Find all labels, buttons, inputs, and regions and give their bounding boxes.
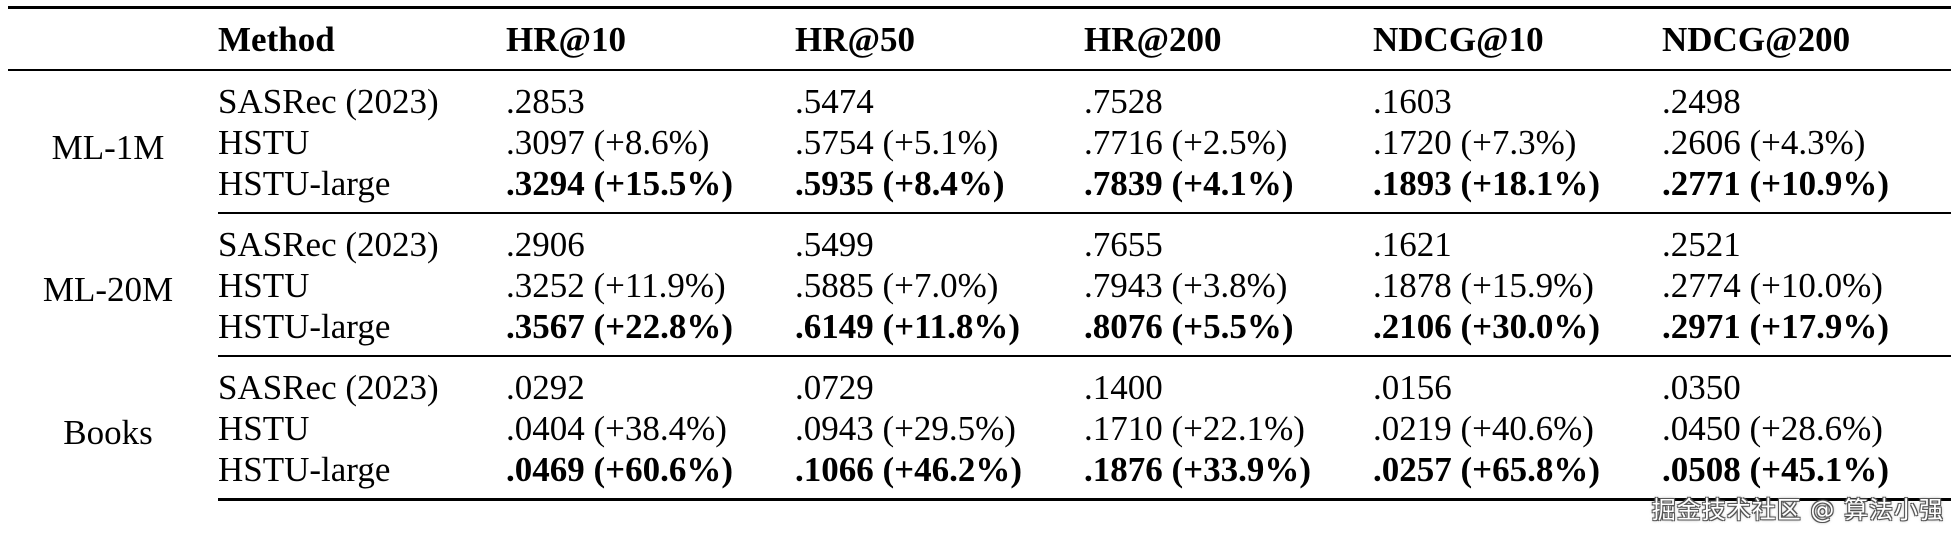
- table-row: HSTU .0404 (+38.4%) .0943 (+29.5%) .1710 (+…: [8, 408, 1951, 449]
- metric-cell: .0156: [1373, 368, 1452, 407]
- metric-cell: .2853: [506, 82, 585, 121]
- metric-cell: .0219 (+40.6%): [1373, 409, 1594, 448]
- metric-cell: .0508 (+45.1%): [1662, 449, 1951, 501]
- method-cell: HSTU: [218, 409, 310, 448]
- watermark: 掘金技术社区 @ 算法小强: [1651, 496, 1944, 524]
- metric-cell: .1876 (+33.9%): [1084, 449, 1373, 501]
- dataset-label: ML-1M: [51, 127, 165, 167]
- metric-cell: .7716 (+2.5%): [1084, 123, 1288, 162]
- metric-cell: .3294 (+15.5%): [506, 163, 795, 214]
- dataset-label: ML-20M: [42, 270, 174, 309]
- metric-cell: .2971 (+17.9%): [1662, 306, 1951, 357]
- metric-cell: .2606 (+4.3%): [1662, 123, 1866, 162]
- metric-cell: .1878 (+15.9%): [1373, 266, 1594, 305]
- table-row: HSTU .3097 (+8.6%) .5754 (+5.1%) .7716 (+2.…: [8, 122, 1951, 163]
- metric-cell: .8076 (+5.5%): [1084, 306, 1373, 357]
- header-hr10: HR@10: [506, 6, 795, 71]
- method-cell: SASRec (2023): [218, 368, 439, 407]
- metric-cell: .3097 (+8.6%): [506, 123, 710, 162]
- method-cell: HSTU: [218, 266, 310, 305]
- metric-cell: .7839 (+4.1%): [1084, 163, 1373, 214]
- metric-cell: .7655: [1084, 225, 1163, 264]
- method-cell: HSTU-large: [218, 306, 506, 357]
- metric-cell: .1621: [1373, 225, 1452, 264]
- metric-cell: .0469 (+60.6%): [506, 449, 795, 501]
- metric-cell: .1066 (+46.2%): [795, 449, 1084, 501]
- metric-cell: .6149 (+11.8%): [795, 306, 1084, 357]
- metric-cell: .3567 (+22.8%): [506, 306, 795, 357]
- header-dataset: [8, 6, 218, 71]
- table-row: HSTU .3252 (+11.9%) .5885 (+7.0%) .7943 (+3…: [8, 265, 1951, 306]
- metric-cell: .0943 (+29.5%): [795, 409, 1016, 448]
- metric-cell: .0350: [1662, 368, 1741, 407]
- header-hr50: HR@50: [795, 6, 1084, 71]
- metric-cell: .3252 (+11.9%): [506, 266, 726, 305]
- method-cell: SASRec (2023): [218, 225, 439, 264]
- metric-cell: .5474: [795, 82, 874, 121]
- metric-cell: .1603: [1373, 82, 1452, 121]
- metric-cell: .2774 (+10.0%): [1662, 266, 1883, 305]
- metric-cell: .1893 (+18.1%): [1373, 163, 1662, 214]
- method-cell: HSTU-large: [218, 163, 506, 214]
- results-table-container: Method HR@10 HR@50 HR@200 NDCG@10 NDCG@2…: [8, 6, 1951, 501]
- metric-cell: .5935 (+8.4%): [795, 163, 1084, 214]
- metric-cell: .2906: [506, 225, 585, 264]
- metric-cell: .2521: [1662, 225, 1741, 264]
- dataset-label: Books: [63, 413, 153, 453]
- table-row: ML-1M SASRec (2023) .2853 .5474 .7528 .1603 .2…: [8, 70, 1951, 167]
- metric-cell: .5754 (+5.1%): [795, 123, 999, 162]
- method-cell: HSTU: [218, 123, 310, 162]
- metric-cell: .7943 (+3.8%): [1084, 266, 1288, 305]
- table-row: HSTU-large .3567 (+22.8%) .6149 (+11.8%) .8…: [8, 306, 1951, 357]
- metric-cell: .7528: [1084, 82, 1163, 121]
- table-row: HSTU-large .3294 (+15.5%) .5935 (+8.4%) .78…: [8, 163, 1951, 214]
- method-cell: HSTU-large: [218, 449, 506, 501]
- metric-cell: .1710 (+22.1%): [1084, 409, 1305, 448]
- metric-cell: .0729: [795, 368, 874, 407]
- header-ndcg200: NDCG@200: [1662, 6, 1951, 71]
- header-hr200: HR@200: [1084, 6, 1373, 71]
- metric-cell: .5885 (+7.0%): [795, 266, 999, 305]
- header-ndcg10: NDCG@10: [1373, 6, 1662, 71]
- metric-cell: .1720 (+7.3%): [1373, 123, 1577, 162]
- table-body: ML-1M SASRec (2023) .2853 .5474 .7528 .1603 .2…: [8, 70, 1951, 501]
- metric-cell: .0257 (+65.8%): [1373, 449, 1662, 501]
- table-header: Method HR@10 HR@50 HR@200 NDCG@10 NDCG@2…: [8, 6, 1951, 71]
- metric-cell: .2771 (+10.9%): [1662, 163, 1951, 214]
- table-row: ML-20M SASRec (2023) .2906 .5499 .7655 .1621.…: [8, 213, 1951, 309]
- method-cell: SASRec (2023): [218, 82, 439, 121]
- table-row: HSTU-large .0469 (+60.6%) .1066 (+46.2%) .1…: [8, 449, 1951, 501]
- metric-cell: .5499: [795, 225, 874, 264]
- metric-cell: .0292: [506, 368, 585, 407]
- metric-cell: .2498: [1662, 82, 1741, 121]
- results-table: Method HR@10 HR@50 HR@200 NDCG@10 NDCG@2…: [8, 6, 1951, 501]
- header-method: Method: [218, 6, 506, 71]
- metric-cell: .0404 (+38.4%): [506, 409, 727, 448]
- metric-cell: .0450 (+28.6%): [1662, 409, 1883, 448]
- metric-cell: .2106 (+30.0%): [1373, 306, 1662, 357]
- metric-cell: .1400: [1084, 368, 1163, 407]
- header-row: Method HR@10 HR@50 HR@200 NDCG@10 NDCG@2…: [8, 6, 1951, 71]
- table-row: Books SASRec (2023) .0292.0729.1400.0156.0…: [8, 356, 1951, 452]
